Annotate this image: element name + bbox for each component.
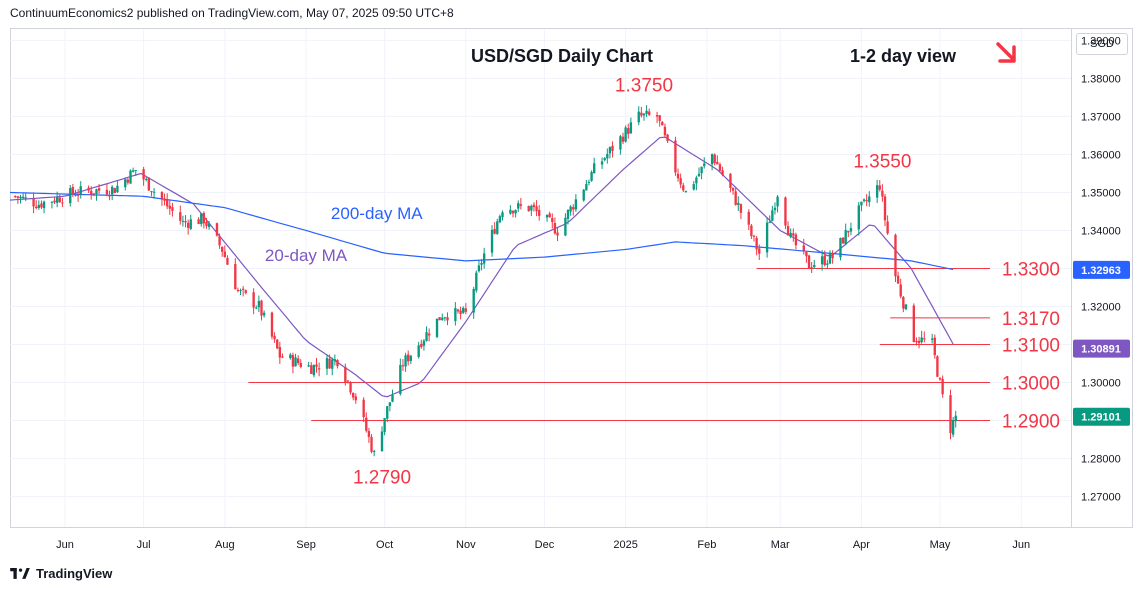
x-tick-label: Aug: [215, 539, 235, 551]
x-tick-label: Oct: [376, 539, 393, 551]
x-tick-label: Apr: [853, 539, 870, 551]
x-tick-label: Dec: [535, 539, 555, 551]
published-info: ContinuumEconomics2 published on Trading…: [10, 6, 454, 20]
footer-brand-label: TradingView: [36, 566, 113, 581]
x-tick-label: Feb: [697, 539, 716, 551]
x-tick-label: Jun: [56, 539, 74, 551]
x-tick-label: Sep: [296, 539, 316, 551]
x-tick-label: Mar: [771, 539, 790, 551]
x-tick-label: Nov: [456, 539, 476, 551]
x-tick-label: Jul: [137, 539, 151, 551]
footer-brand: TradingView: [10, 566, 112, 581]
tradingview-logo-icon: [10, 567, 30, 579]
x-tick-label: Jun: [1012, 539, 1030, 551]
price-axis-pane[interactable]: [1072, 28, 1133, 528]
chart-pane[interactable]: [10, 28, 1072, 528]
x-tick-label: May: [930, 539, 951, 551]
currency-button[interactable]: SGD: [1076, 33, 1128, 55]
x-tick-label: 2025: [613, 539, 637, 551]
x-axis-ticks: Jun Jul Aug Sep Oct Nov Dec 2025 Feb Mar Apr May Jun: [56, 539, 1030, 551]
